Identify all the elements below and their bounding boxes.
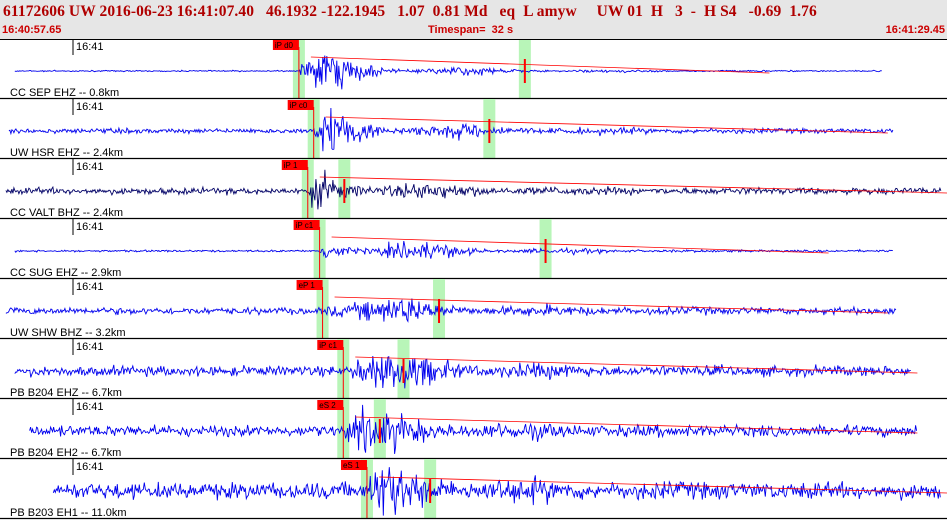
waveform-trace (14, 355, 911, 389)
waveform-trace (8, 107, 894, 152)
channel-panel: iP d0 16:41 CC SEP EHZ -- 0.8km (0, 39, 947, 100)
pick-label-box (287, 100, 314, 110)
coda-duration-line (355, 416, 918, 434)
pick-label: iP c0 (290, 101, 308, 110)
channel-label: CC SUG EHZ -- 2.9km (10, 267, 121, 279)
pick-label: eP 1 (299, 281, 316, 290)
header-bar: 61172606 UW 2016-06-23 16:41:07.40 46.19… (0, 0, 947, 39)
channel-label: CC VALT BHZ -- 2.4km (10, 207, 123, 219)
pick-label: eS 2 (319, 401, 336, 410)
waveform-trace (14, 55, 882, 90)
coda-duration-line (331, 236, 829, 254)
channel-panel: iP c1 16:41 PB B204 EHZ -- 6.7km (0, 339, 947, 400)
pick-label: iP d0 (275, 41, 294, 50)
waveform-trace (14, 241, 893, 259)
channel-label: UW SHW BHZ -- 3.2km (10, 327, 126, 339)
time-tick-label: 16:41 (76, 161, 104, 173)
time-tick-label: 16:41 (76, 461, 104, 473)
time-tick-label: 16:41 (76, 221, 104, 233)
end-time: 16:41:29.45 (885, 24, 945, 36)
channel-label: UW HSR EHZ -- 2.4km (10, 147, 123, 159)
pick-label: eS 1 (343, 461, 360, 470)
timespan-label: Timespan= 32 s (428, 24, 514, 36)
waveform-trace (52, 467, 941, 516)
pick-label-box (272, 40, 299, 50)
pick-label-box (340, 460, 367, 470)
channel-panel: iP c1 16:41 CC SUG EHZ -- 2.9km (0, 219, 947, 280)
waveform-trace (29, 404, 918, 454)
time-tick-label: 16:41 (76, 401, 104, 413)
pick-label: iP c1 (296, 221, 314, 230)
time-tick-label: 16:41 (76, 41, 104, 53)
event-title: 61172606 UW 2016-06-23 16:41:07.40 46.19… (3, 3, 817, 20)
channel-panel: eS 2 16:41 PB B204 EH2 -- 6.7km (0, 399, 947, 460)
channel-panel: iP c0 16:41 UW HSR EHZ -- 2.4km (0, 99, 947, 160)
coda-duration-line (355, 356, 918, 374)
waveform-trace (5, 169, 942, 210)
coda-duration-line (378, 476, 947, 494)
pick-label: iP 1 (284, 161, 298, 170)
channel-panel: iP 1 16:41 CC VALT BHZ -- 2.4km (0, 159, 947, 220)
waveform-trace (5, 298, 897, 323)
seismogram-plot: iP d0 16:41 CC SEP EHZ -- 0.8km iP c0 16:41 U… (0, 39, 947, 520)
pick-label-box (317, 340, 344, 350)
channel-label: PB B204 EHZ -- 6.7km (10, 387, 122, 399)
channel-label: CC SEP EHZ -- 0.8km (10, 87, 119, 99)
time-tick-label: 16:41 (76, 281, 104, 293)
pick-label-box (293, 220, 320, 230)
pick-label-box (281, 160, 308, 170)
start-time: 16:40:57.65 (2, 24, 62, 36)
channel-label: PB B204 EH2 -- 6.7km (10, 447, 121, 459)
pick-label: iP c1 (319, 341, 337, 350)
time-tick-label: 16:41 (76, 101, 104, 113)
channel-label: PB B203 EH1 -- 11.0km (10, 507, 127, 519)
time-tick-label: 16:41 (76, 341, 104, 353)
pick-label-box (296, 280, 323, 290)
channel-panel: eP 1 16:41 UW SHW BHZ -- 3.2km (0, 279, 947, 340)
coda-duration-line (319, 176, 947, 194)
coda-duration-line (334, 296, 888, 314)
coda-duration-line (325, 116, 888, 134)
coda-duration-line (310, 56, 770, 74)
channel-panel: eS 1 16:41 PB B203 EH1 -- 11.0km (0, 459, 947, 520)
pick-label-box (317, 400, 344, 410)
